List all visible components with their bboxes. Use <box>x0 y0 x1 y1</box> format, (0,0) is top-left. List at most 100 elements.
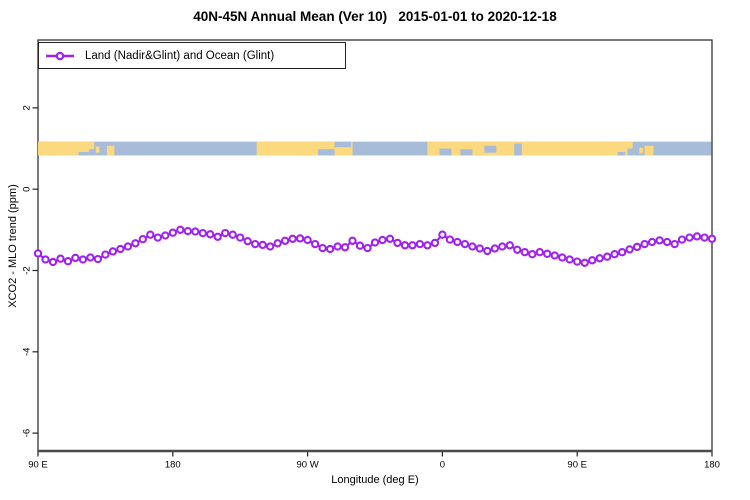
map-band-ocean-notch <box>439 148 452 156</box>
data-point-marker <box>685 233 694 242</box>
x-tick-label: 90 E <box>567 460 587 471</box>
map-band-ocean-notch <box>334 141 352 148</box>
data-point-marker <box>191 227 200 236</box>
data-point-marker <box>423 241 432 250</box>
y-tick-label: -6 <box>22 429 33 437</box>
data-point-marker <box>288 234 297 243</box>
data-point-marker <box>183 226 192 236</box>
data-point-marker <box>558 253 567 262</box>
data-point-marker <box>251 239 260 249</box>
map-band-land-segment <box>88 141 95 150</box>
data-point-marker <box>378 235 387 245</box>
data-point-marker <box>303 235 312 245</box>
data-point-marker <box>505 241 514 250</box>
data-point-marker <box>266 242 275 251</box>
data-point-marker <box>445 235 455 244</box>
data-point-marker <box>565 255 574 264</box>
data-point-marker <box>198 228 207 238</box>
data-point-marker <box>41 255 50 264</box>
data-point-marker <box>408 241 417 250</box>
x-tick-label: 90 W <box>297 460 319 471</box>
data-point-marker <box>243 237 252 246</box>
data-point-marker <box>468 242 477 251</box>
data-point-marker <box>490 244 499 253</box>
data-point-marker <box>513 245 522 254</box>
data-point-marker <box>460 239 470 249</box>
chart-title: 40N-45N Annual Mean (Ver 10) 2015-01-01 … <box>193 9 557 24</box>
data-point-marker <box>625 245 634 254</box>
data-point-marker <box>550 251 559 260</box>
data-point-marker <box>168 228 177 237</box>
data-point-marker <box>535 248 544 257</box>
data-point-marker <box>71 253 80 263</box>
data-point-marker <box>280 236 290 245</box>
x-tick-label: 180 <box>165 460 181 471</box>
data-point-marker <box>400 241 410 250</box>
data-point-marker <box>295 234 305 243</box>
data-point-marker <box>498 242 507 251</box>
data-point-marker <box>603 252 612 261</box>
data-point-marker <box>318 243 327 253</box>
map-band-ocean-notch <box>514 143 522 156</box>
data-point-marker <box>595 254 604 263</box>
data-point-marker <box>588 256 597 265</box>
data-point-marker <box>655 236 664 245</box>
data-point-marker <box>700 233 709 242</box>
map-band-land-segment <box>639 147 644 154</box>
data-point-marker <box>78 255 88 264</box>
data-point-marker <box>707 234 717 243</box>
data-point-marker <box>662 237 672 247</box>
data-point-marker <box>370 238 380 247</box>
map-band-land-segment <box>106 145 115 156</box>
data-point-marker <box>573 257 582 266</box>
data-point-marker <box>176 225 185 234</box>
map-band-ocean-notch <box>460 149 473 156</box>
data-point-marker <box>610 250 619 259</box>
data-point-marker <box>430 238 440 248</box>
data-point-marker <box>475 244 484 253</box>
legend-line-marker-icon <box>46 51 74 60</box>
data-point-marker <box>116 244 125 254</box>
data-point-marker <box>580 258 589 267</box>
data-point-marker <box>325 244 335 254</box>
data-point-marker <box>258 240 267 250</box>
data-point-marker <box>528 250 537 259</box>
data-point-marker <box>236 233 245 242</box>
data-point-marker <box>483 246 492 256</box>
data-point-marker <box>213 232 222 241</box>
data-point-marker <box>670 239 679 249</box>
x-axis-label: Longitude (deg E) <box>331 474 419 486</box>
y-tick-label: -2 <box>22 266 33 274</box>
data-point-marker <box>221 228 230 238</box>
data-point-marker <box>415 239 425 249</box>
data-point-marker <box>310 239 320 249</box>
data-point-marker <box>333 242 342 251</box>
legend: Land (Nadir&Glint) and Ocean (Glint) <box>38 42 346 69</box>
legend-label: Land (Nadir&Glint) and Ocean (Glint) <box>85 49 275 62</box>
data-point-marker <box>438 230 447 239</box>
map-band-land-segment <box>38 141 89 156</box>
data-point-marker <box>101 250 110 259</box>
y-tick-label: 0 <box>22 187 33 192</box>
data-point-marker <box>206 230 215 239</box>
x-tick-label: 180 <box>704 460 720 471</box>
data-point-marker <box>63 257 73 266</box>
data-point-marker <box>640 239 649 249</box>
data-point-marker <box>56 254 65 263</box>
data-point-marker <box>146 230 155 239</box>
data-point-marker <box>93 254 103 264</box>
data-point-marker <box>385 234 395 243</box>
map-band-ocean-notch <box>318 149 335 156</box>
data-point-marker <box>131 239 140 248</box>
map-band-ocean-notch <box>78 151 89 156</box>
y-tick-label: -4 <box>22 348 33 356</box>
data-point-marker <box>355 241 365 250</box>
data-point-marker <box>138 235 147 244</box>
data-point-marker <box>153 233 162 242</box>
map-band-land-segment <box>427 141 633 156</box>
map-band-land-segment <box>644 145 654 156</box>
x-tick-label: 0 <box>440 460 445 471</box>
data-point-marker <box>86 253 95 262</box>
